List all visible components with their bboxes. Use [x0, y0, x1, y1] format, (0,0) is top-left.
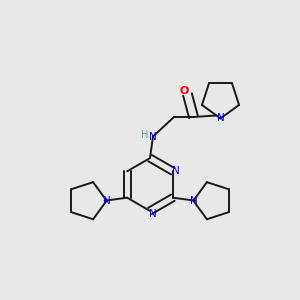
Text: H: H	[141, 130, 148, 140]
Text: N: N	[172, 166, 180, 176]
Text: N: N	[190, 196, 197, 206]
Text: N: N	[103, 196, 110, 206]
Text: N: N	[217, 113, 224, 123]
Text: N: N	[149, 209, 157, 219]
Text: N: N	[149, 131, 157, 142]
Text: O: O	[180, 86, 189, 96]
